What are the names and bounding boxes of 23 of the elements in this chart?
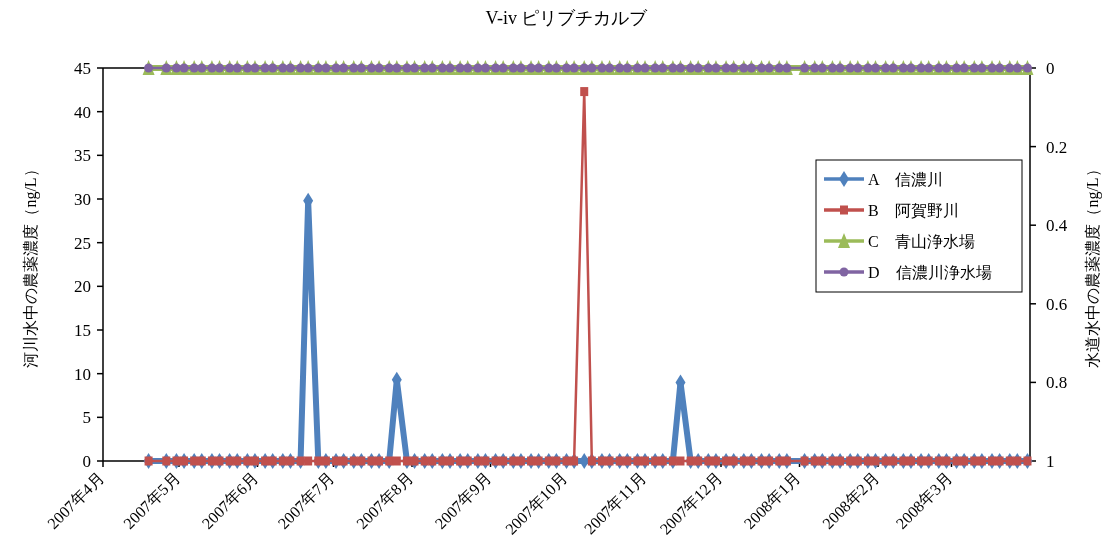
y-tick-label: 0 [82, 452, 91, 471]
y2-axis-title: 水道水中の農薬濃度（ng/L） [1084, 161, 1102, 368]
y-tick-label: 10 [74, 364, 91, 384]
y-tick-label: 25 [74, 233, 91, 253]
y2-tick-label: 0.8 [1046, 373, 1068, 393]
y-tick-label: 30 [74, 190, 91, 209]
y2-tick-label: 0 [1046, 59, 1055, 78]
y2-tick-label: 0.4 [1046, 216, 1068, 236]
legend-label: D 信濃川浄水場 [868, 264, 992, 281]
y-tick-label: 5 [82, 408, 91, 428]
y-tick-label: 45 [74, 59, 91, 78]
y-tick-label: 15 [74, 321, 91, 340]
legend-label: C 青山浄水場 [868, 233, 975, 250]
y-tick-label: 20 [74, 277, 91, 297]
y2-tick-label: 1 [1046, 452, 1055, 471]
y-tick-label: 40 [74, 102, 91, 122]
y-tick-label: 35 [74, 146, 91, 166]
y2-tick-label: 0.2 [1046, 137, 1068, 157]
y-axis-title: 河川水中の農薬濃度（ng/L） [22, 161, 40, 368]
legend-label: B 阿賀野川 [868, 202, 959, 219]
y2-tick-label: 0.6 [1046, 294, 1068, 314]
legend-label: A 信濃川 [868, 171, 943, 188]
chart-title: V-iv ピリブチカルブ [485, 8, 649, 28]
